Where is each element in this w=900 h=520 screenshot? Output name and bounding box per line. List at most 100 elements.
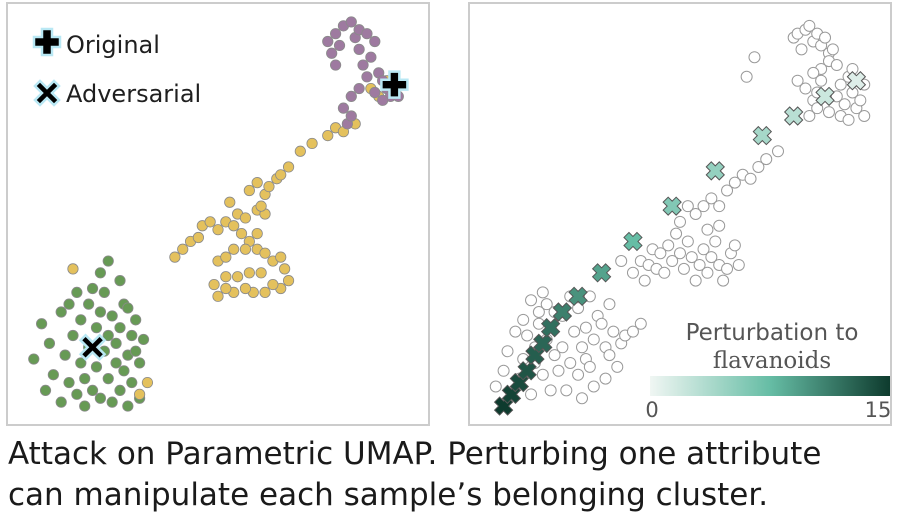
cluster-point: [106, 396, 118, 408]
hollow-point: [815, 74, 828, 87]
hollow-point: [689, 274, 702, 287]
cluster-point: [137, 333, 150, 346]
cluster-point: [134, 357, 146, 369]
hollow-point: [748, 51, 761, 64]
hollow-point: [838, 98, 851, 111]
cluster-point: [67, 329, 79, 342]
cluster-point: [259, 286, 271, 298]
hollow-point: [564, 356, 577, 369]
adversarial-point: [517, 361, 537, 381]
hollow-point: [572, 302, 585, 315]
adversarial-point: [662, 196, 682, 216]
cluster-point: [255, 200, 267, 212]
cluster-point: [220, 271, 232, 283]
hollow-point: [795, 43, 808, 56]
hollow-point: [626, 325, 639, 338]
hollow-point: [552, 364, 565, 377]
cluster-point: [192, 231, 204, 244]
perturbation-svg: Perturbation to flavanoids 0 15: [489, 19, 890, 422]
cluster-point: [345, 110, 357, 122]
caption-line-2: can manipulate each sample’s belonging c…: [8, 477, 769, 513]
hollow-point: [525, 294, 538, 307]
cluster-point: [86, 384, 99, 396]
cluster-point: [322, 130, 334, 142]
hollow-point: [705, 251, 718, 264]
cluster-point: [329, 59, 342, 71]
cluster-point: [282, 161, 295, 173]
hollow-point: [701, 223, 714, 236]
hollow-point: [728, 239, 741, 252]
cluster-point: [377, 94, 389, 106]
cluster-point: [59, 349, 71, 361]
hollow-point: [583, 360, 596, 373]
adversarial-point: [533, 333, 553, 354]
cluster-point: [126, 329, 138, 342]
hollow-point: [579, 321, 592, 334]
cluster-point: [102, 373, 114, 385]
cluster-point: [75, 314, 87, 326]
hollow-point: [685, 251, 698, 264]
hollow-point: [717, 274, 730, 287]
hollow-point: [752, 160, 765, 173]
hollow-point: [705, 192, 718, 205]
cluster-point: [239, 243, 252, 255]
cluster-point: [239, 282, 252, 295]
cluster-point: [275, 251, 287, 263]
cluster-point: [94, 392, 107, 404]
hollow-point: [583, 290, 596, 303]
cluster-point: [279, 263, 291, 275]
cluster-point: [43, 337, 56, 349]
cluster-point: [55, 396, 67, 408]
colorbar-gradient: [650, 376, 890, 396]
cluster-point: [114, 275, 126, 287]
hollow-point: [811, 102, 824, 115]
hollow-point: [587, 380, 600, 393]
cluster-point: [275, 169, 287, 181]
hollow-point: [681, 235, 694, 248]
cluster-point: [83, 298, 95, 310]
hollow-point: [803, 19, 816, 32]
hollow-point: [556, 341, 569, 354]
hollow-point: [803, 110, 816, 122]
cluster-point: [47, 369, 59, 381]
cluster-point: [90, 361, 103, 373]
hollow-point: [709, 235, 722, 248]
hollow-point: [791, 74, 804, 87]
cluster-point: [71, 388, 83, 400]
cluster-point: [67, 263, 79, 275]
cluster-point: [224, 196, 236, 208]
adversarial-markers: [493, 71, 867, 416]
cluster-point: [35, 318, 48, 330]
cluster-point: [98, 286, 110, 298]
hollow-point: [721, 262, 734, 275]
hollow-point: [501, 345, 514, 358]
colorbar: Perturbation to flavanoids 0 15: [645, 320, 890, 422]
legend-adversarial-label: Adversarial: [66, 80, 201, 108]
hollow-point: [697, 243, 710, 256]
cluster-point: [365, 51, 377, 63]
cluster-point: [239, 212, 252, 224]
hollow-point: [732, 258, 745, 271]
hollow-point: [497, 364, 510, 377]
hollow-point: [603, 349, 616, 362]
cluster-point: [28, 353, 40, 365]
hollow-point: [662, 239, 675, 252]
cluster-point: [259, 247, 271, 259]
cluster-point: [357, 59, 369, 71]
cluster-point: [39, 384, 52, 396]
cluster-point: [345, 16, 357, 28]
adversarial-point: [705, 161, 725, 181]
hollow-point: [536, 286, 549, 299]
adversarial-point: [752, 125, 773, 146]
hollow-point: [721, 184, 734, 197]
hollow-point: [560, 384, 573, 397]
hollow-point: [674, 215, 686, 228]
colorbar-max-label: 15: [865, 398, 890, 422]
legend: Original Adversarial: [32, 27, 201, 108]
hollow-point: [740, 70, 753, 83]
cluster-point: [212, 224, 224, 236]
cluster-point: [228, 243, 240, 255]
adversarial-point: [568, 286, 588, 307]
adversarial-point: [783, 106, 804, 126]
hollow-point: [744, 172, 757, 185]
